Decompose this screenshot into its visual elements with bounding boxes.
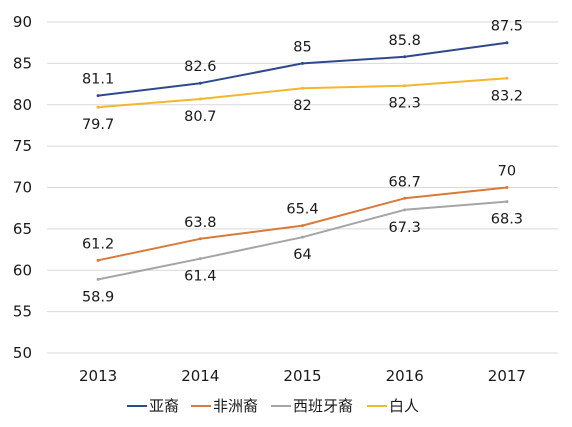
legend-label: 西班牙裔 bbox=[293, 397, 353, 415]
legend-item: 白人 bbox=[367, 397, 419, 415]
data-label: 82.6 bbox=[184, 59, 216, 75]
x-tick-label: 2017 bbox=[488, 367, 526, 385]
data-label: 79.7 bbox=[82, 117, 114, 133]
data-label: 58.9 bbox=[82, 289, 114, 305]
data-label: 67.3 bbox=[389, 220, 421, 236]
legend-item: 非洲裔 bbox=[191, 397, 258, 415]
data-point bbox=[505, 41, 509, 45]
data-label: 64 bbox=[293, 247, 311, 263]
data-point bbox=[301, 235, 304, 239]
data-point bbox=[96, 105, 100, 109]
y-tick-label: 85 bbox=[13, 54, 32, 72]
data-label: 61.2 bbox=[82, 236, 114, 252]
data-point bbox=[198, 97, 202, 101]
data-point bbox=[198, 81, 202, 85]
data-point bbox=[403, 196, 407, 200]
data-point bbox=[301, 61, 304, 65]
data-point bbox=[96, 277, 100, 281]
y-tick-label: 55 bbox=[13, 303, 32, 321]
data-label: 68.3 bbox=[491, 212, 523, 228]
x-axis: 2013 2014 2015 2016 2017 bbox=[79, 367, 526, 385]
y-tick-label: 80 bbox=[13, 96, 32, 114]
x-tick-label: 2013 bbox=[79, 367, 117, 385]
data-point bbox=[198, 237, 202, 241]
data-point bbox=[505, 186, 509, 189]
legend-label: 亚裔 bbox=[149, 397, 179, 415]
data-point bbox=[198, 257, 202, 261]
legend-label: 白人 bbox=[389, 397, 419, 415]
data-label: 82.3 bbox=[389, 96, 421, 112]
data-label: 70 bbox=[498, 164, 516, 180]
x-tick-label: 2014 bbox=[181, 367, 219, 385]
series-layer bbox=[96, 41, 509, 281]
y-tick-label: 65 bbox=[13, 220, 32, 238]
y-tick-label: 75 bbox=[13, 137, 32, 155]
grid-layer bbox=[47, 21, 558, 354]
data-label: 82 bbox=[293, 98, 311, 114]
x-tick-label: 2016 bbox=[386, 367, 424, 385]
data-label: 87.5 bbox=[491, 19, 523, 35]
y-tick-label: 60 bbox=[13, 261, 32, 279]
data-point bbox=[96, 258, 100, 262]
data-point bbox=[301, 224, 304, 228]
data-point bbox=[403, 55, 407, 59]
data-label: 80.7 bbox=[184, 109, 216, 125]
data-label: 68.7 bbox=[389, 174, 421, 190]
data-point bbox=[403, 84, 407, 88]
y-tick-label: 90 bbox=[13, 13, 32, 31]
legend-item: 西班牙裔 bbox=[271, 397, 353, 415]
y-tick-label: 70 bbox=[13, 179, 32, 197]
data-point bbox=[96, 94, 100, 98]
legend-label: 非洲裔 bbox=[213, 397, 258, 415]
data-point bbox=[301, 86, 304, 90]
data-label: 65.4 bbox=[286, 202, 318, 218]
data-point bbox=[505, 200, 509, 204]
legend-item: 亚裔 bbox=[127, 397, 179, 415]
legend: 亚裔 非洲裔 西班牙裔 白人 bbox=[127, 397, 419, 415]
y-tick-label: 50 bbox=[13, 344, 32, 362]
data-label: 61.4 bbox=[184, 269, 216, 285]
data-label: 85.8 bbox=[389, 33, 421, 49]
data-label: 81.1 bbox=[82, 72, 114, 88]
data-label: 63.8 bbox=[184, 215, 216, 231]
y-axis: 50 55 60 65 70 75 80 85 90 bbox=[13, 13, 32, 362]
data-label: 83.2 bbox=[491, 88, 523, 104]
x-tick-label: 2015 bbox=[283, 367, 321, 385]
data-point bbox=[505, 76, 509, 80]
data-point bbox=[403, 208, 407, 212]
data-label-layer: 81.1 82.6 85 85.8 87.5 61.2 63.8 65.4 68.7 70 58.9… bbox=[82, 19, 523, 306]
data-label: 85 bbox=[293, 39, 311, 55]
